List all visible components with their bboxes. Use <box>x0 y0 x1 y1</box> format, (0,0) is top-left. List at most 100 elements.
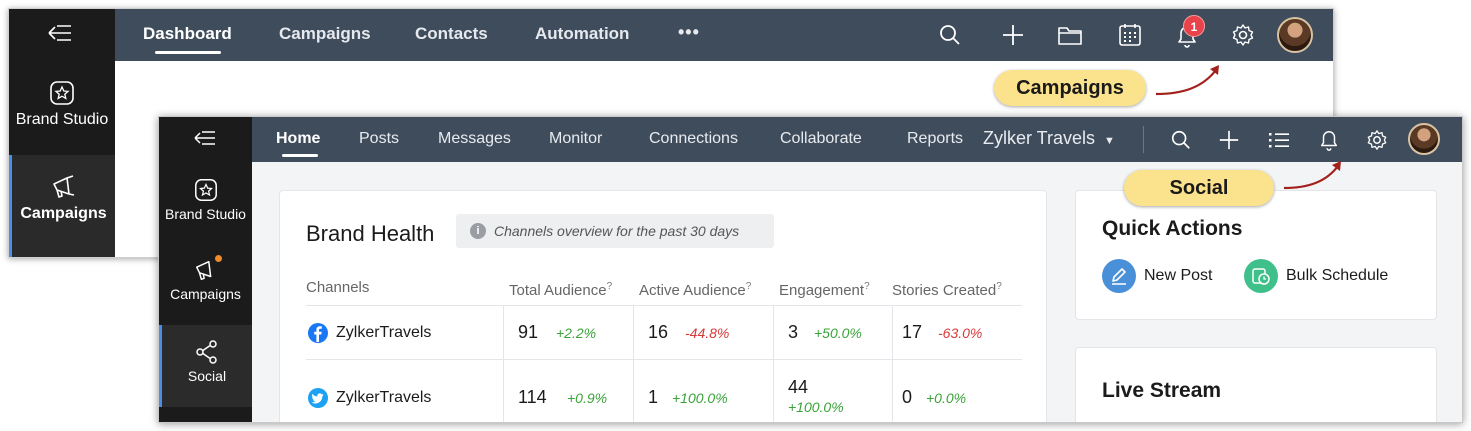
calendar-icon[interactable] <box>1117 22 1143 48</box>
stories-created-value: 17 <box>902 322 923 342</box>
social-topbar: Home Posts Messages Monitor Connections … <box>252 117 1462 162</box>
live-stream-card: Live Stream <box>1075 347 1437 422</box>
total-audience-value: 91 <box>518 322 539 342</box>
tab-collaborate[interactable]: Collaborate <box>780 130 862 147</box>
facebook-icon <box>308 323 328 343</box>
active-audience-value: 1 <box>648 387 659 407</box>
sidebar-item-campaigns[interactable]: Campaigns <box>159 255 252 302</box>
brand-selector[interactable]: Zylker Travels ▼ <box>983 128 1115 149</box>
notification-badge: 1 <box>1183 15 1205 37</box>
sidebar-item-social[interactable]: Social <box>159 325 252 407</box>
share-icon <box>162 339 252 365</box>
column-divider <box>503 305 504 422</box>
sidebar-item-label: Campaigns <box>20 205 107 222</box>
help-icon[interactable]: ? <box>864 281 870 292</box>
sidebar-item-campaigns[interactable]: Campaigns <box>9 155 115 257</box>
folder-icon[interactable] <box>1057 23 1083 47</box>
tab-dashboard[interactable]: Dashboard <box>143 24 232 43</box>
total-audience-change: +0.9% <box>567 390 608 406</box>
sidebar-item-label: Brand Studio <box>165 206 246 222</box>
add-icon[interactable] <box>1001 23 1025 47</box>
megaphone-icon <box>12 173 115 201</box>
column-header-engagement: Engagement? <box>779 281 870 299</box>
help-icon[interactable]: ? <box>606 281 613 292</box>
column-header-label: Engagement <box>779 282 865 299</box>
brand-studio-icon <box>159 177 252 203</box>
social-window: Brand Studio Campaigns Social Home Posts… <box>158 116 1463 423</box>
tab-reports[interactable]: Reports <box>907 130 964 147</box>
tab-campaigns[interactable]: Campaigns <box>279 24 371 43</box>
brand-health-card: Brand Health i Channels overview for the… <box>279 190 1047 422</box>
settings-gear-icon[interactable] <box>1231 23 1255 47</box>
brand-health-subtitle: i Channels overview for the past 30 days <box>456 214 774 248</box>
info-icon: i <box>470 223 486 239</box>
more-tabs-button[interactable]: ••• <box>678 22 700 42</box>
quick-actions-title: Quick Actions <box>1102 217 1243 240</box>
tab-home[interactable]: Home <box>276 130 321 147</box>
column-header-active-audience: Active Audience? <box>639 281 751 299</box>
collapse-menu-icon[interactable] <box>47 23 73 43</box>
column-header-label: Stories Created <box>892 282 997 299</box>
active-audience-change: -44.8% <box>685 325 730 341</box>
megaphone-icon <box>159 257 252 283</box>
sidebar-item-label: Brand Studio <box>15 111 109 128</box>
engagement-value: 44 <box>788 377 809 397</box>
channel-name[interactable]: ZylkerTravels <box>336 389 432 406</box>
sidebar-item-label: Campaigns <box>170 286 241 302</box>
new-activity-dot <box>215 255 222 262</box>
user-avatar[interactable] <box>1408 123 1440 155</box>
sidebar-item-brand-studio[interactable]: Brand Studio <box>9 79 115 129</box>
tab-connections[interactable]: Connections <box>649 130 738 147</box>
social-sidebar: Brand Studio Campaigns Social <box>159 117 252 422</box>
chevron-down-icon: ▼ <box>1104 135 1115 147</box>
campaigns-topbar: Dashboard Campaigns Contacts Automation … <box>115 9 1333 61</box>
campaigns-callout: Campaigns <box>994 70 1146 106</box>
sidebar-item-label: Social <box>187 368 227 384</box>
help-icon[interactable]: ? <box>996 281 1002 292</box>
quick-actions-card: Quick Actions New Post Bulk Schedule <box>1075 190 1437 320</box>
callout-arrow-icon <box>1283 161 1341 190</box>
list-icon[interactable] <box>1268 129 1290 151</box>
brand-studio-icon <box>9 79 115 107</box>
topbar-divider <box>1143 126 1144 153</box>
column-divider <box>892 305 893 422</box>
bell-icon[interactable] <box>1318 128 1340 152</box>
tab-contacts[interactable]: Contacts <box>415 24 488 43</box>
column-divider <box>773 305 774 422</box>
campaigns-sidebar: Brand Studio Campaigns <box>9 9 115 257</box>
engagement-value: 3 <box>788 322 799 342</box>
bulk-schedule-label: Bulk Schedule <box>1286 267 1389 284</box>
live-stream-title: Live Stream <box>1102 379 1222 402</box>
engagement-change: +100.0% <box>788 399 844 415</box>
user-avatar[interactable] <box>1277 17 1313 53</box>
column-header-channels: Channels <box>306 279 370 296</box>
add-icon[interactable] <box>1218 129 1240 151</box>
active-tab-indicator <box>282 154 318 157</box>
stories-created-change: -63.0% <box>938 325 983 341</box>
search-icon[interactable] <box>938 23 962 47</box>
column-header-total-audience: Total Audience? <box>509 281 612 299</box>
table-divider <box>306 305 1022 306</box>
sidebar-item-brand-studio[interactable]: Brand Studio <box>159 177 252 222</box>
new-post-label: New Post <box>1144 267 1213 284</box>
collapse-menu-icon[interactable] <box>193 129 217 147</box>
engagement-change: +50.0% <box>814 325 862 341</box>
active-audience-value: 16 <box>648 322 669 342</box>
stories-created-change: +0.0% <box>926 390 967 406</box>
tab-posts[interactable]: Posts <box>359 130 400 147</box>
channel-name[interactable]: ZylkerTravels <box>336 324 432 341</box>
column-header-stories-created: Stories Created? <box>892 281 1002 299</box>
subtitle-text: Channels overview for the past 30 days <box>494 223 740 239</box>
help-icon[interactable]: ? <box>745 281 752 292</box>
total-audience-value: 114 <box>518 387 547 407</box>
column-header-label: Total Audience <box>509 282 607 299</box>
active-audience-change: +100.0% <box>672 390 728 406</box>
tab-monitor[interactable]: Monitor <box>549 130 603 147</box>
settings-gear-icon[interactable] <box>1366 129 1388 151</box>
tab-automation[interactable]: Automation <box>535 24 630 43</box>
brand-selector-label: Zylker Travels <box>983 128 1096 148</box>
social-callout: Social <box>1124 170 1274 206</box>
search-icon[interactable] <box>1170 129 1192 151</box>
stories-created-value: 0 <box>902 387 913 407</box>
tab-messages[interactable]: Messages <box>438 130 511 147</box>
